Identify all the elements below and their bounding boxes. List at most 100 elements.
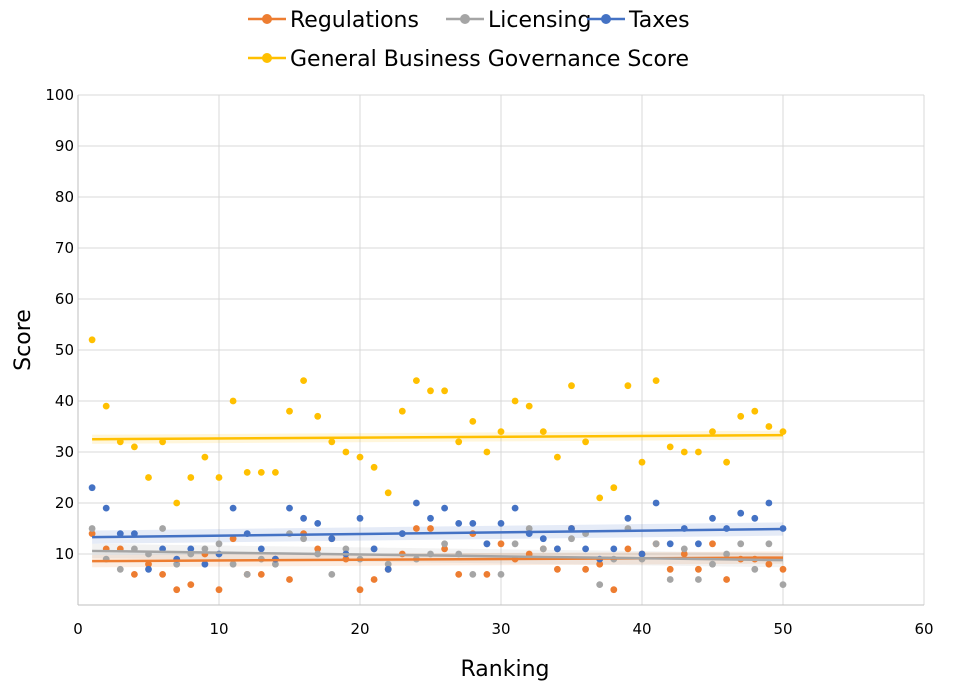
data-point bbox=[427, 525, 434, 532]
data-point bbox=[427, 514, 434, 522]
legend-item: General Business Governance Score bbox=[248, 47, 689, 72]
y-tick-label: 50 bbox=[55, 341, 74, 359]
data-point bbox=[102, 402, 110, 410]
data-point bbox=[695, 565, 702, 573]
data-point bbox=[88, 484, 96, 492]
data-point bbox=[356, 453, 364, 461]
data-point bbox=[201, 545, 209, 553]
trend-line bbox=[92, 433, 784, 441]
data-point bbox=[765, 540, 773, 548]
data-point bbox=[300, 377, 307, 384]
data-point bbox=[723, 576, 730, 583]
data-point bbox=[187, 474, 195, 481]
data-point bbox=[497, 520, 505, 527]
data-point bbox=[441, 504, 448, 512]
data-point bbox=[539, 428, 547, 435]
data-point bbox=[413, 499, 420, 507]
data-point bbox=[342, 448, 350, 456]
data-point bbox=[131, 571, 138, 578]
data-point bbox=[610, 586, 618, 594]
data-point bbox=[145, 560, 152, 568]
data-point bbox=[539, 535, 547, 543]
data-point bbox=[215, 474, 223, 481]
data-point bbox=[441, 540, 448, 548]
data-point bbox=[257, 469, 265, 476]
data-point bbox=[511, 540, 519, 548]
data-point bbox=[666, 443, 674, 451]
data-point bbox=[229, 560, 237, 568]
data-point bbox=[314, 545, 322, 553]
data-point bbox=[680, 550, 688, 558]
data-point bbox=[102, 504, 110, 512]
trend-line bbox=[92, 527, 784, 539]
legend-label: Taxes bbox=[628, 8, 690, 33]
data-point bbox=[751, 565, 759, 573]
legend-point-marker bbox=[460, 14, 470, 24]
y-tick-label: 30 bbox=[55, 443, 74, 461]
data-point bbox=[568, 535, 575, 543]
grid bbox=[78, 94, 925, 605]
data-point bbox=[695, 540, 702, 548]
legend-point-marker bbox=[601, 14, 611, 24]
data-point bbox=[511, 504, 519, 512]
data-point bbox=[413, 377, 420, 384]
data-point bbox=[88, 336, 96, 344]
data-point bbox=[413, 525, 420, 532]
legend-item: Regulations bbox=[248, 8, 419, 33]
data-point bbox=[300, 514, 307, 522]
data-point bbox=[666, 565, 674, 573]
data-point bbox=[765, 499, 773, 507]
data-point bbox=[286, 407, 293, 415]
data-point bbox=[680, 448, 688, 456]
data-point bbox=[286, 576, 293, 583]
data-point bbox=[652, 540, 660, 548]
data-point bbox=[455, 520, 463, 527]
y-axis-title: Score bbox=[11, 309, 36, 371]
data-point bbox=[131, 443, 138, 451]
y-tick-label: 20 bbox=[55, 494, 74, 512]
legend-label: Regulations bbox=[290, 8, 419, 33]
data-point bbox=[187, 581, 195, 588]
data-point bbox=[159, 438, 167, 446]
data-point bbox=[215, 540, 223, 548]
y-tick-label: 40 bbox=[55, 392, 74, 410]
data-point bbox=[525, 402, 533, 410]
data-point bbox=[582, 438, 589, 446]
data-point bbox=[624, 545, 632, 553]
data-point bbox=[568, 382, 575, 390]
data-point bbox=[779, 581, 787, 588]
data-point bbox=[539, 545, 547, 553]
data-point bbox=[342, 545, 350, 553]
data-point bbox=[145, 474, 152, 481]
data-point bbox=[483, 448, 491, 456]
data-point bbox=[257, 571, 265, 578]
data-point bbox=[723, 458, 730, 466]
data-point bbox=[680, 545, 688, 553]
data-point bbox=[116, 530, 124, 537]
x-tick-labels: 0 10 20 30 40 50 60 bbox=[73, 620, 933, 638]
y-tick-label: 10 bbox=[55, 545, 74, 563]
data-point bbox=[652, 499, 660, 507]
data-point bbox=[187, 545, 195, 553]
x-tick-label: 20 bbox=[350, 620, 369, 638]
data-point bbox=[441, 545, 448, 553]
legend-item: Licensing bbox=[446, 8, 591, 33]
data-point bbox=[638, 458, 646, 466]
data-point bbox=[525, 525, 533, 532]
data-point bbox=[610, 545, 618, 553]
data-point bbox=[624, 514, 632, 522]
x-tick-label: 10 bbox=[209, 620, 228, 638]
data-point bbox=[370, 545, 378, 553]
y-tick-labels: 10 20 30 40 50 60 70 80 90 100 bbox=[45, 86, 74, 563]
data-point bbox=[497, 428, 505, 435]
data-point bbox=[469, 418, 477, 425]
y-tick-label: 70 bbox=[55, 239, 74, 257]
x-tick-label: 0 bbox=[73, 620, 83, 638]
data-point bbox=[723, 550, 730, 558]
data-point bbox=[272, 469, 279, 476]
data-point bbox=[554, 565, 561, 573]
x-axis-title: Ranking bbox=[461, 657, 550, 682]
x-tick-label: 60 bbox=[914, 620, 933, 638]
data-point bbox=[229, 504, 237, 512]
data-point bbox=[610, 484, 618, 492]
